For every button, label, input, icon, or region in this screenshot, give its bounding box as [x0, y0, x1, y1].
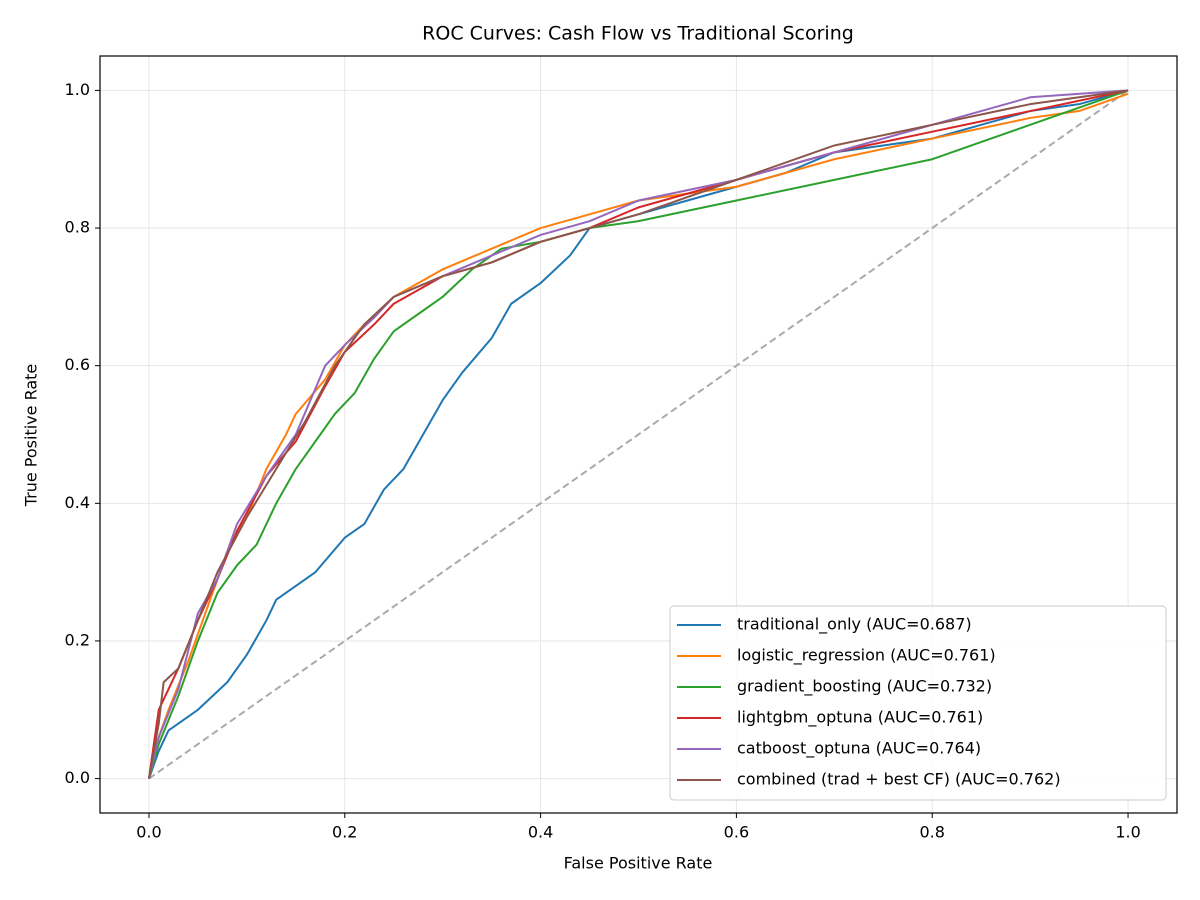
legend-label: traditional_only (AUC=0.687) [737, 615, 972, 635]
y-tick-label: 1.0 [65, 80, 90, 99]
y-tick-label: 0.8 [65, 218, 90, 237]
legend-box [669, 605, 1167, 801]
roc-curve [148, 89, 1129, 779]
roc-curve [147, 89, 1129, 779]
legend-label: catboost_optuna (AUC=0.764) [737, 739, 981, 759]
y-tick-label: 0.6 [65, 355, 90, 374]
diagonal-reference [148, 89, 1129, 780]
x-tick-label: 1.0 [1115, 823, 1140, 842]
x-tick-label: 0.0 [136, 823, 161, 842]
legend-label: logistic_regression (AUC=0.761) [737, 646, 996, 666]
x-tick-label: 0.6 [724, 823, 749, 842]
plot-frame [99, 55, 1178, 814]
y-tick-label: 0.0 [65, 768, 90, 787]
x-tick-label: 0.8 [920, 823, 945, 842]
y-axis-label: True Positive Rate [22, 364, 41, 508]
y-tick-label: 0.4 [65, 493, 90, 512]
legend-label: gradient_boosting (AUC=0.732) [737, 677, 992, 697]
legend: traditional_only (AUC=0.687) logistic_reg… [669, 605, 1167, 801]
x-axis-label: False Positive Rate [564, 854, 713, 873]
x-tick-label: 0.2 [332, 823, 357, 842]
roc-curve [147, 89, 1129, 779]
legend-label: combined (trad + best CF) (AUC=0.762) [737, 770, 1061, 789]
chart-title: ROC Curves: Cash Flow vs Traditional Sco… [422, 23, 854, 45]
x-tick-label: 0.4 [528, 823, 553, 842]
y-tick-label: 0.2 [65, 630, 90, 649]
legend-label: lightgbm_optuna (AUC=0.761) [737, 708, 983, 728]
